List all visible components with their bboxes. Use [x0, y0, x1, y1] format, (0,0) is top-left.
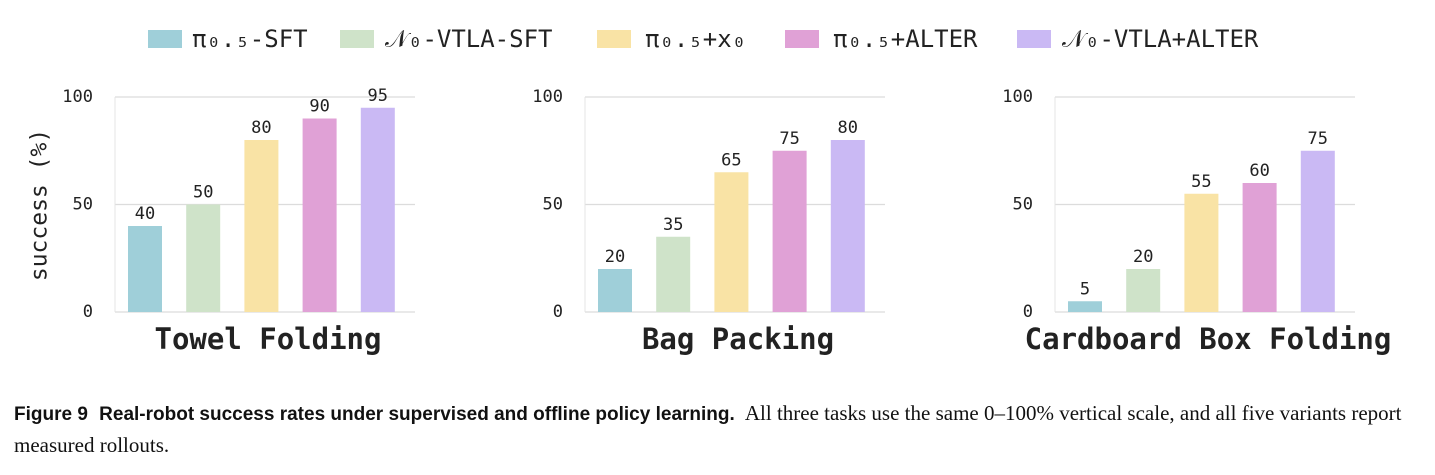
y-tick-label: 0 [1023, 302, 1033, 322]
bar [1184, 193, 1219, 312]
bar [360, 107, 395, 312]
y-axis-label: success (%) [27, 129, 53, 281]
caption-text: All three tasks use the same 0–100% vert… [14, 401, 1402, 457]
value-label: 35 [663, 215, 683, 235]
legend-label: 𝒩₀-VTLA+ALTER [1062, 25, 1259, 53]
y-tick-label: 0 [83, 302, 93, 322]
legend-swatch [340, 30, 374, 48]
value-label: 80 [838, 118, 858, 138]
bar [772, 150, 807, 312]
bar [1068, 301, 1102, 312]
bar [128, 226, 162, 312]
y-tick-label: 50 [1013, 195, 1033, 215]
value-label: 60 [1249, 161, 1269, 181]
bar [186, 204, 221, 312]
legend-swatch [597, 30, 631, 48]
caption: Figure 9 Real-robot success rates under … [14, 398, 1424, 460]
value-label: 55 [1191, 172, 1211, 192]
value-label: 75 [779, 129, 799, 149]
y-tick-label: 100 [1002, 87, 1033, 107]
legend-label: 𝒩₀-VTLA-SFT [385, 25, 552, 53]
legend-label: π₀.₅-SFT [192, 25, 308, 53]
y-tick-label: 50 [543, 195, 563, 215]
bar [302, 118, 337, 312]
caption-label: Figure 9 [14, 404, 88, 425]
bar [714, 172, 749, 312]
value-label: 20 [1133, 247, 1153, 267]
y-tick-label: 100 [532, 87, 563, 107]
bar [598, 269, 632, 312]
value-label: 90 [309, 97, 329, 117]
value-label: 40 [135, 204, 155, 224]
legend-swatch [785, 30, 819, 48]
y-tick-label: 100 [62, 87, 93, 107]
bar [1300, 150, 1335, 312]
chart-title: Cardboard Box Folding [1025, 322, 1392, 356]
bar [656, 236, 691, 312]
chart-title: Towel Folding [155, 322, 382, 356]
value-label: 20 [605, 247, 625, 267]
legend-label: π₀.₅+x₀ [645, 25, 746, 53]
figure: π₀.₅-SFT 𝒩₀-VTLA-SFT π₀.₅+x₀ π₀.₅+ALTER 𝒩₀-V… [27, 25, 1392, 356]
value-label: 65 [721, 150, 741, 170]
value-label: 5 [1080, 279, 1090, 299]
bar [1126, 269, 1161, 312]
legend-label: π₀.₅+ALTER [833, 25, 978, 53]
y-tick-label: 0 [553, 302, 563, 322]
caption-title: Real-robot success rates under supervise… [99, 404, 735, 425]
value-label: 80 [251, 118, 271, 138]
bar [1242, 183, 1277, 312]
legend-swatch [148, 30, 182, 48]
chart-title: Bag Packing [642, 322, 834, 356]
value-label: 95 [368, 86, 388, 106]
value-label: 75 [1308, 129, 1328, 149]
legend-swatch [1017, 30, 1051, 48]
value-label: 50 [193, 183, 213, 203]
bar [244, 140, 279, 312]
bar [830, 140, 865, 312]
y-tick-label: 50 [73, 195, 93, 215]
